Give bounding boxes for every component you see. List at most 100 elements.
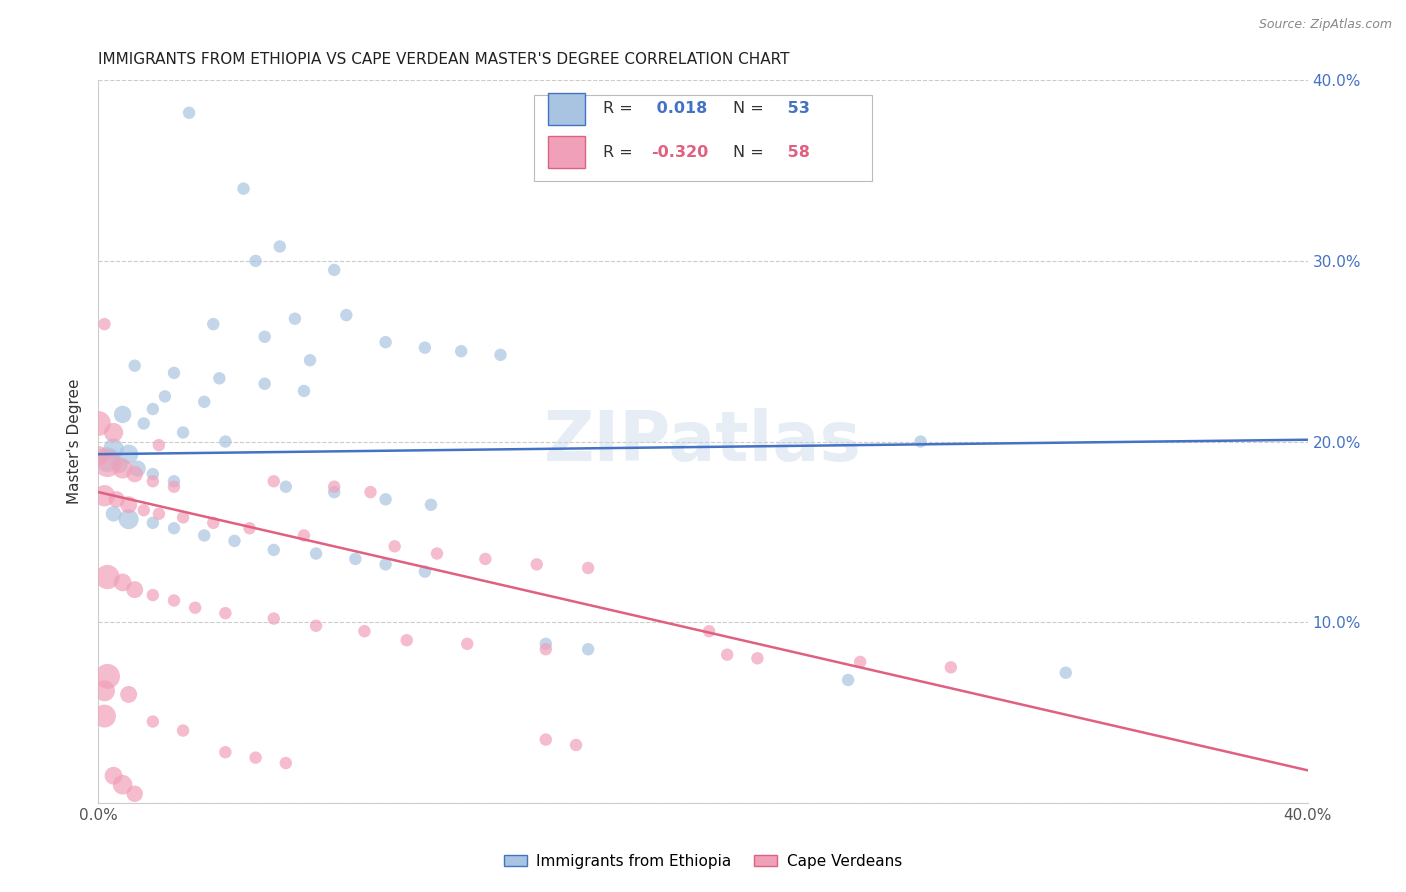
Point [142,402,165,417]
Point [374,558,396,572]
Point [96,669,118,683]
Point [96,570,118,584]
Point [132,503,155,517]
Point [179,105,201,120]
Point [456,637,478,651]
Point [142,516,165,530]
FancyBboxPatch shape [548,136,585,169]
Text: -0.320: -0.320 [651,145,709,160]
Point [253,376,276,391]
Point [323,263,346,277]
Point [344,552,367,566]
Point [93,709,115,723]
Point [172,510,194,524]
Y-axis label: Master's Degree: Master's Degree [67,379,83,504]
Point [111,778,134,792]
Point [108,458,131,472]
Point [103,507,125,521]
Point [202,317,225,331]
Point [214,434,236,449]
Point [489,348,512,362]
Point [111,575,134,590]
Point [93,317,115,331]
Point [111,408,134,422]
Point [172,723,194,738]
Point [163,480,186,494]
Point [323,485,346,500]
Point [127,461,149,475]
Point [413,565,436,579]
Point [534,637,557,651]
Point [124,787,146,801]
Point [576,561,599,575]
Point [353,624,375,639]
Point [103,442,125,456]
Point [395,633,418,648]
Point [142,588,165,602]
Point [202,516,225,530]
Point [111,461,134,475]
Point [163,366,186,380]
Point [163,475,186,489]
Point [269,239,291,253]
Point [245,254,267,268]
Point [193,528,215,542]
Point [245,750,267,764]
Point [142,467,165,481]
FancyBboxPatch shape [548,93,585,125]
Point [384,539,406,553]
Point [849,655,872,669]
Text: ZIPatlas: ZIPatlas [544,408,862,475]
Point [208,371,231,385]
Point [474,552,496,566]
Point [360,485,382,500]
Text: R =: R = [603,145,633,160]
Point [413,341,436,355]
Point [87,417,110,431]
Point [184,600,207,615]
Point [299,353,322,368]
Point [323,480,346,494]
Point [274,480,297,494]
Point [132,417,155,431]
Point [193,394,215,409]
Point [263,542,285,557]
Point [87,449,110,463]
Point [292,384,315,398]
Point [526,558,548,572]
Point [747,651,769,665]
Point [172,425,194,440]
Legend: Immigrants from Ethiopia, Cape Verdeans: Immigrants from Ethiopia, Cape Verdeans [498,847,908,875]
Text: 58: 58 [782,145,810,160]
Text: R =: R = [603,102,633,116]
Text: IMMIGRANTS FROM ETHIOPIA VS CAPE VERDEAN MASTER'S DEGREE CORRELATION CHART: IMMIGRANTS FROM ETHIOPIA VS CAPE VERDEAN… [98,52,790,67]
Text: N =: N = [734,145,763,160]
Point [163,593,186,607]
Point [124,582,146,597]
Point [118,512,141,526]
Point [274,756,297,770]
Point [253,330,276,344]
Point [214,606,236,620]
Text: Source: ZipAtlas.com: Source: ZipAtlas.com [1258,18,1392,31]
Point [96,456,118,470]
Point [142,475,165,489]
Point [576,642,599,657]
Point [374,492,396,507]
Point [305,547,328,561]
Point [142,714,165,729]
Text: 0.018: 0.018 [651,102,707,116]
Text: 53: 53 [782,102,810,116]
Point [124,467,146,481]
FancyBboxPatch shape [534,95,872,181]
Point [263,611,285,625]
Point [103,425,125,440]
Point [305,619,328,633]
Point [284,311,307,326]
Point [292,528,315,542]
Point [118,498,141,512]
Point [450,344,472,359]
Point [335,308,357,322]
Point [224,533,246,548]
Point [697,624,720,639]
